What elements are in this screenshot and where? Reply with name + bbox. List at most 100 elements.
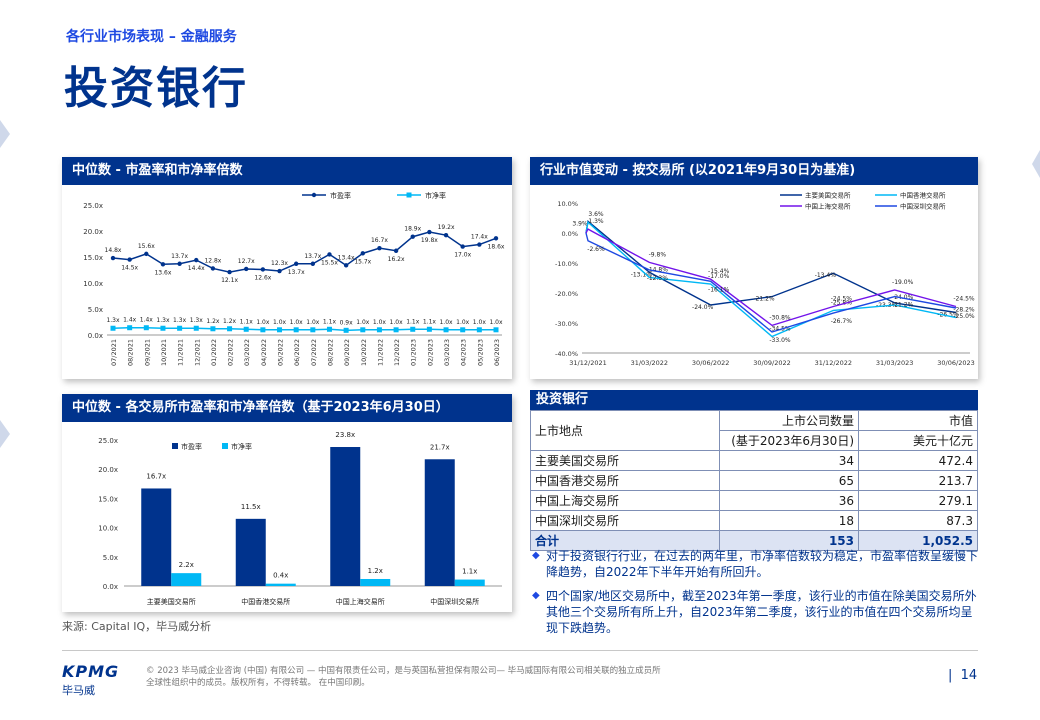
x-tick-label: 11/2021	[177, 339, 185, 366]
table-row: 中国深圳交易所 18 87.3	[530, 510, 978, 531]
x-tick-label: 06/2022	[293, 339, 301, 366]
pe-data-point	[127, 257, 132, 262]
data-label: 1.3x	[106, 317, 120, 324]
data-label: 1.2x	[368, 567, 383, 575]
pb-data-point	[160, 325, 166, 331]
legend-marker	[311, 192, 317, 198]
data-label: -24.5%	[953, 296, 975, 303]
pb-data-point	[177, 325, 183, 331]
pe-data-point	[443, 232, 449, 238]
y-tick-label: 25.0x	[98, 437, 118, 445]
total-count: 153	[719, 530, 859, 551]
data-label: 23.8x	[335, 431, 355, 439]
legend-label: 主要美国交易所	[805, 191, 851, 200]
data-label: 17.0x	[454, 252, 471, 259]
col-value-header: 市值	[858, 410, 978, 431]
pe-pb-trend-panel: 中位数 - 市盈率和市净率倍数 0.0x 5.0x 10.0x 15.0x 20.0x 2…	[62, 157, 512, 379]
data-label: 15.7x	[354, 258, 371, 265]
data-label: 16.7x	[371, 237, 388, 244]
y-tick-label: -10.0%	[555, 260, 578, 268]
page-number: | 14	[948, 668, 978, 683]
x-tick-label: 07/2021	[110, 339, 118, 366]
data-label: 1.0x	[456, 319, 470, 326]
data-label: -13.4%	[815, 272, 837, 279]
data-label: 1.4x	[140, 317, 154, 324]
row-count: 34	[719, 450, 859, 471]
legend-marker	[172, 443, 178, 449]
y-tick-label: 0.0x	[103, 583, 118, 591]
data-label: 1.3x	[190, 317, 204, 324]
pb-data-point	[127, 325, 133, 331]
data-label: 0.9x	[340, 319, 354, 326]
pe-data-point	[293, 261, 299, 266]
data-label: -15.4%	[708, 268, 730, 275]
x-tick-label: 11/2022	[376, 339, 384, 366]
pb-data-point	[326, 326, 332, 332]
data-label: 2.2x	[179, 561, 194, 569]
y-tick-label: 20.0x	[83, 228, 103, 236]
data-label: -21.2%	[753, 296, 775, 303]
x-tick-label: 中国香港交易所	[241, 597, 290, 606]
x-tick-label: 04/2023	[460, 339, 468, 366]
x-tick-label: 10/2021	[160, 339, 168, 366]
x-tick-label: 12/2021	[193, 339, 201, 366]
page-title: 投资银行	[64, 63, 248, 114]
data-label: -28.2%	[953, 307, 975, 314]
x-tick-label: 31/03/2022	[631, 359, 668, 367]
data-label: 1.0x	[306, 319, 320, 326]
table-total-row: 合计 153 1,052.5	[530, 530, 978, 551]
x-tick-label: 06/2023	[493, 339, 501, 366]
y-tick-label: -20.0%	[555, 290, 578, 298]
data-label: 1.0x	[290, 319, 304, 326]
data-label: 12.7x	[238, 258, 255, 265]
data-label: 1.0x	[256, 319, 270, 326]
data-label: 1.0x	[473, 319, 487, 326]
data-label: 1.1x	[406, 318, 420, 325]
page-number-value: 14	[960, 668, 978, 683]
legend-marker	[222, 443, 228, 449]
data-label: 14.5x	[121, 265, 138, 272]
row-value: 213.7	[858, 470, 978, 491]
y-tick-label: 10.0x	[98, 525, 118, 533]
series-line	[585, 228, 957, 327]
bullet-point: ◆ 对于投资银行行业，在过去的两年里，市净率倍数较为稳定，市盈率倍数呈缓慢下降趋势…	[530, 548, 978, 580]
decor-triangle-left-bottom	[0, 420, 10, 448]
pb-data-point	[493, 327, 499, 333]
data-label: 1.2x	[223, 318, 237, 325]
data-label: 18.6x	[488, 243, 505, 250]
footer-divider	[62, 650, 978, 651]
data-label: 1.1x	[323, 318, 337, 325]
pe-data-point	[177, 261, 182, 266]
data-label: 1.0x	[356, 319, 370, 326]
data-label: 3.6%	[588, 211, 604, 218]
exchange-multiples-chart: 0.0x 5.0x 10.0x 15.0x 20.0x 25.0x 16.7x 2.2x 主要美…	[98, 431, 502, 606]
market-cap-change-panel: 行业市值变动 - 按交易所 (以2021年9月30日为基准) 10.0% 0.0%…	[530, 157, 978, 379]
data-label: -24.5%	[831, 296, 853, 303]
legend-label: 中国香港交易所	[900, 191, 946, 200]
x-tick-label: 02/2022	[227, 339, 235, 366]
x-tick-label: 05/2022	[277, 339, 285, 366]
commentary: ◆ 对于投资银行行业，在过去的两年里，市净率倍数较为稳定，市盈率倍数呈缓慢下降趋势…	[530, 548, 978, 644]
data-label: 14.8x	[105, 247, 122, 254]
data-label: 15.6x	[138, 243, 155, 250]
data-label: -21.2%	[892, 302, 914, 309]
x-tick-label: 07/2022	[310, 339, 318, 366]
x-tick-label: 09/2021	[143, 339, 151, 366]
exchange-multiples-title: 中位数 - 各交易所市盈率和市净率倍数（基于2023年6月30日）	[62, 394, 512, 422]
data-label: -19.0%	[892, 279, 914, 286]
market-cap-change-title: 行业市值变动 - 按交易所 (以2021年9月30日为基准)	[530, 157, 978, 185]
y-tick-label: 10.0x	[83, 280, 103, 288]
bullet-text: 对于投资银行行业，在过去的两年里，市净率倍数较为稳定，市盈率倍数呈缓慢下降趋势，…	[546, 549, 979, 579]
data-label: 12.1x	[221, 277, 238, 284]
row-location: 主要美国交易所	[530, 450, 720, 471]
data-label: 13.6x	[154, 269, 171, 276]
pb-data-point	[376, 327, 382, 333]
data-label: 1.2x	[206, 318, 220, 325]
source-note: 来源: Capital IQ，毕马威分析	[62, 620, 212, 633]
data-label: 12.6x	[254, 274, 271, 281]
bullet-point: ◆ 四个国家/地区交易所中，截至2023年第一季度，该行业的市值在除美国交易所外其…	[530, 588, 978, 636]
series-line-pb	[112, 326, 496, 332]
pe-bar	[141, 488, 172, 586]
x-tick-label: 01/2023	[410, 339, 418, 366]
y-tick-label: -40.0%	[555, 350, 578, 358]
